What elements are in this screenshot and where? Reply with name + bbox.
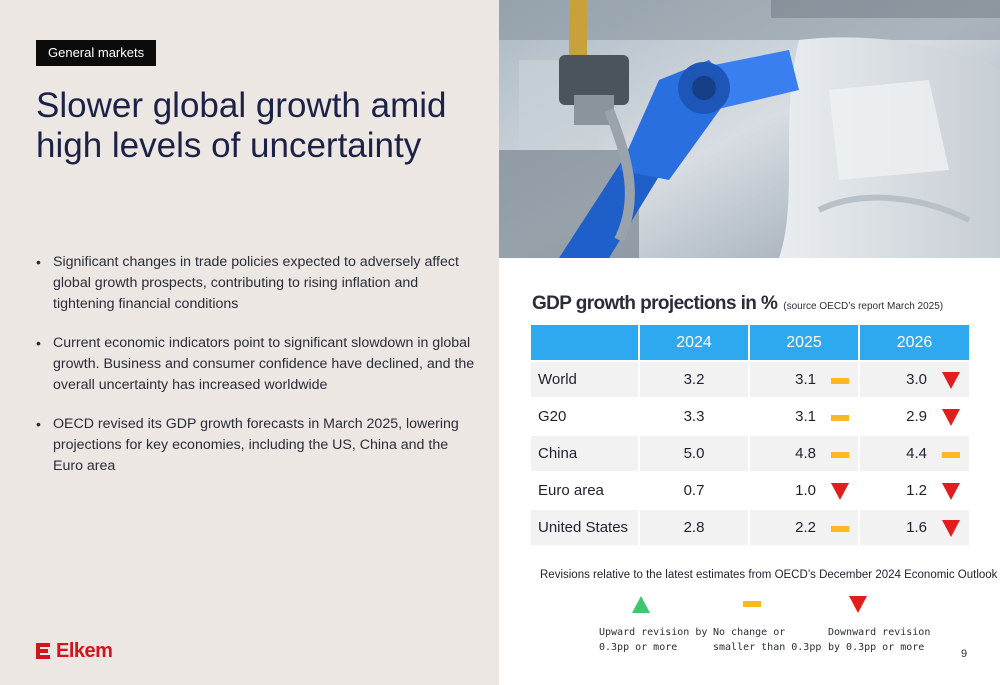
value-2025: 1.0: [795, 482, 816, 500]
triangle-down-icon: [941, 482, 961, 500]
table-row: Euro area 0.7 1.0 1.2: [531, 471, 969, 509]
value-2025-cell: 3.1: [748, 397, 859, 435]
value-2025: 4.8: [795, 445, 816, 463]
slide-title: Slower global growth amid high levels of…: [36, 86, 476, 166]
column-header: 2025: [748, 325, 859, 361]
elkem-logo-icon: [36, 643, 50, 659]
legend-no-change-line-1: No change or: [713, 627, 786, 638]
value-2025-cell: 4.8: [748, 434, 859, 472]
bullet-item: Current economic indicators point to sig…: [36, 333, 476, 396]
triangle-down-icon: [941, 371, 961, 389]
elkem-logo: Elkem: [34, 639, 113, 662]
triangle-down-icon: [830, 482, 850, 500]
value-2026-cell: 4.4: [858, 434, 969, 472]
table-row: China 5.0 4.8 4.4: [531, 434, 969, 472]
legend-downward-label: Downward revision by 0.3pp or more: [828, 625, 948, 655]
value-2026: 3.0: [906, 371, 927, 389]
value-2025: 2.2: [795, 519, 816, 537]
page-number: 9: [961, 648, 968, 660]
row-label: World: [531, 360, 639, 398]
row-label: United States: [531, 508, 639, 545]
value-2026-cell: 2.9: [858, 397, 969, 435]
bullet-item: Significant changes in trade policies ex…: [36, 252, 476, 315]
robot-arm-image: [499, 0, 1000, 258]
value-2025-cell: 1.0: [748, 471, 859, 509]
bullet-item: OECD revised its GDP growth forecasts in…: [36, 414, 476, 477]
row-label: Euro area: [531, 471, 639, 509]
table-header-row: 2024 2025 2026: [531, 325, 969, 361]
header-blank-cell: [531, 325, 639, 361]
legend-downward-line-1: Downward revision: [828, 627, 931, 638]
value-2025-cell: 3.1: [748, 360, 859, 398]
triangle-up-icon: [632, 596, 650, 613]
row-label: G20: [531, 397, 639, 435]
value-2024: 2.8: [638, 508, 749, 545]
no-change-bar-icon: [830, 371, 850, 389]
section-tag: General markets: [36, 40, 157, 66]
value-2024: 5.0: [638, 434, 749, 472]
no-change-bar-icon: [941, 445, 961, 463]
row-label: China: [531, 434, 639, 472]
table-row: World 3.2 3.1 3.0: [531, 360, 969, 398]
no-change-bar-icon: [830, 408, 850, 426]
revisions-note: Revisions relative to the latest estimat…: [540, 569, 998, 581]
industrial-robot-photo: [499, 0, 1000, 258]
legend-upward-line-1: Upward revision by: [599, 627, 708, 638]
column-header: 2024: [638, 325, 749, 361]
legend-no-change-line-2: smaller than 0.3pp: [713, 642, 822, 653]
value-2026: 4.4: [906, 445, 927, 463]
value-2026: 2.9: [906, 408, 927, 426]
legend-upward-line-2: 0.3pp or more: [599, 642, 678, 653]
value-2026-cell: 3.0: [858, 360, 969, 398]
slide-title-line-1: Slower global growth amid: [36, 86, 447, 125]
value-2024: 3.2: [638, 360, 749, 398]
value-2026: 1.2: [906, 482, 927, 500]
value-2025-cell: 2.2: [748, 508, 859, 545]
triangle-down-icon: [941, 408, 961, 426]
bullet-list: Significant changes in trade policies ex…: [36, 252, 476, 495]
value-2024: 0.7: [638, 471, 749, 509]
legend-downward-line-2: by 0.3pp or more: [828, 642, 925, 653]
gdp-title-text: GDP growth projections in %: [532, 293, 778, 314]
value-2024: 3.3: [638, 397, 749, 435]
table-row: G20 3.3 3.1 2.9: [531, 397, 969, 435]
column-header: 2026: [858, 325, 969, 361]
table-row: United States 2.8 2.2 1.6: [531, 508, 969, 545]
value-2026: 1.6: [906, 519, 927, 537]
left-panel: General markets Slower global growth ami…: [0, 0, 499, 685]
no-change-bar-icon: [743, 601, 761, 607]
gdp-title: GDP growth projections in % (source OECD’…: [532, 293, 943, 315]
gdp-source: (source OECD’s report March 2025): [783, 301, 944, 312]
value-2025: 3.1: [795, 371, 816, 389]
gdp-projections-table: 2024 2025 2026 World 3.2 3.1 3.0 G20 3.3…: [531, 325, 969, 545]
value-2026-cell: 1.2: [858, 471, 969, 509]
slide-title-line-2: high levels of uncertainty: [36, 126, 422, 165]
triangle-down-icon: [849, 596, 867, 613]
value-2026-cell: 1.6: [858, 508, 969, 545]
triangle-down-icon: [941, 519, 961, 537]
no-change-bar-icon: [830, 519, 850, 537]
legend-no-change-label: No change or smaller than 0.3pp: [713, 625, 833, 655]
value-2025: 3.1: [795, 408, 816, 426]
elkem-logo-text: Elkem: [56, 639, 113, 662]
legend-upward-label: Upward revision by 0.3pp or more: [599, 625, 719, 655]
no-change-bar-icon: [830, 445, 850, 463]
